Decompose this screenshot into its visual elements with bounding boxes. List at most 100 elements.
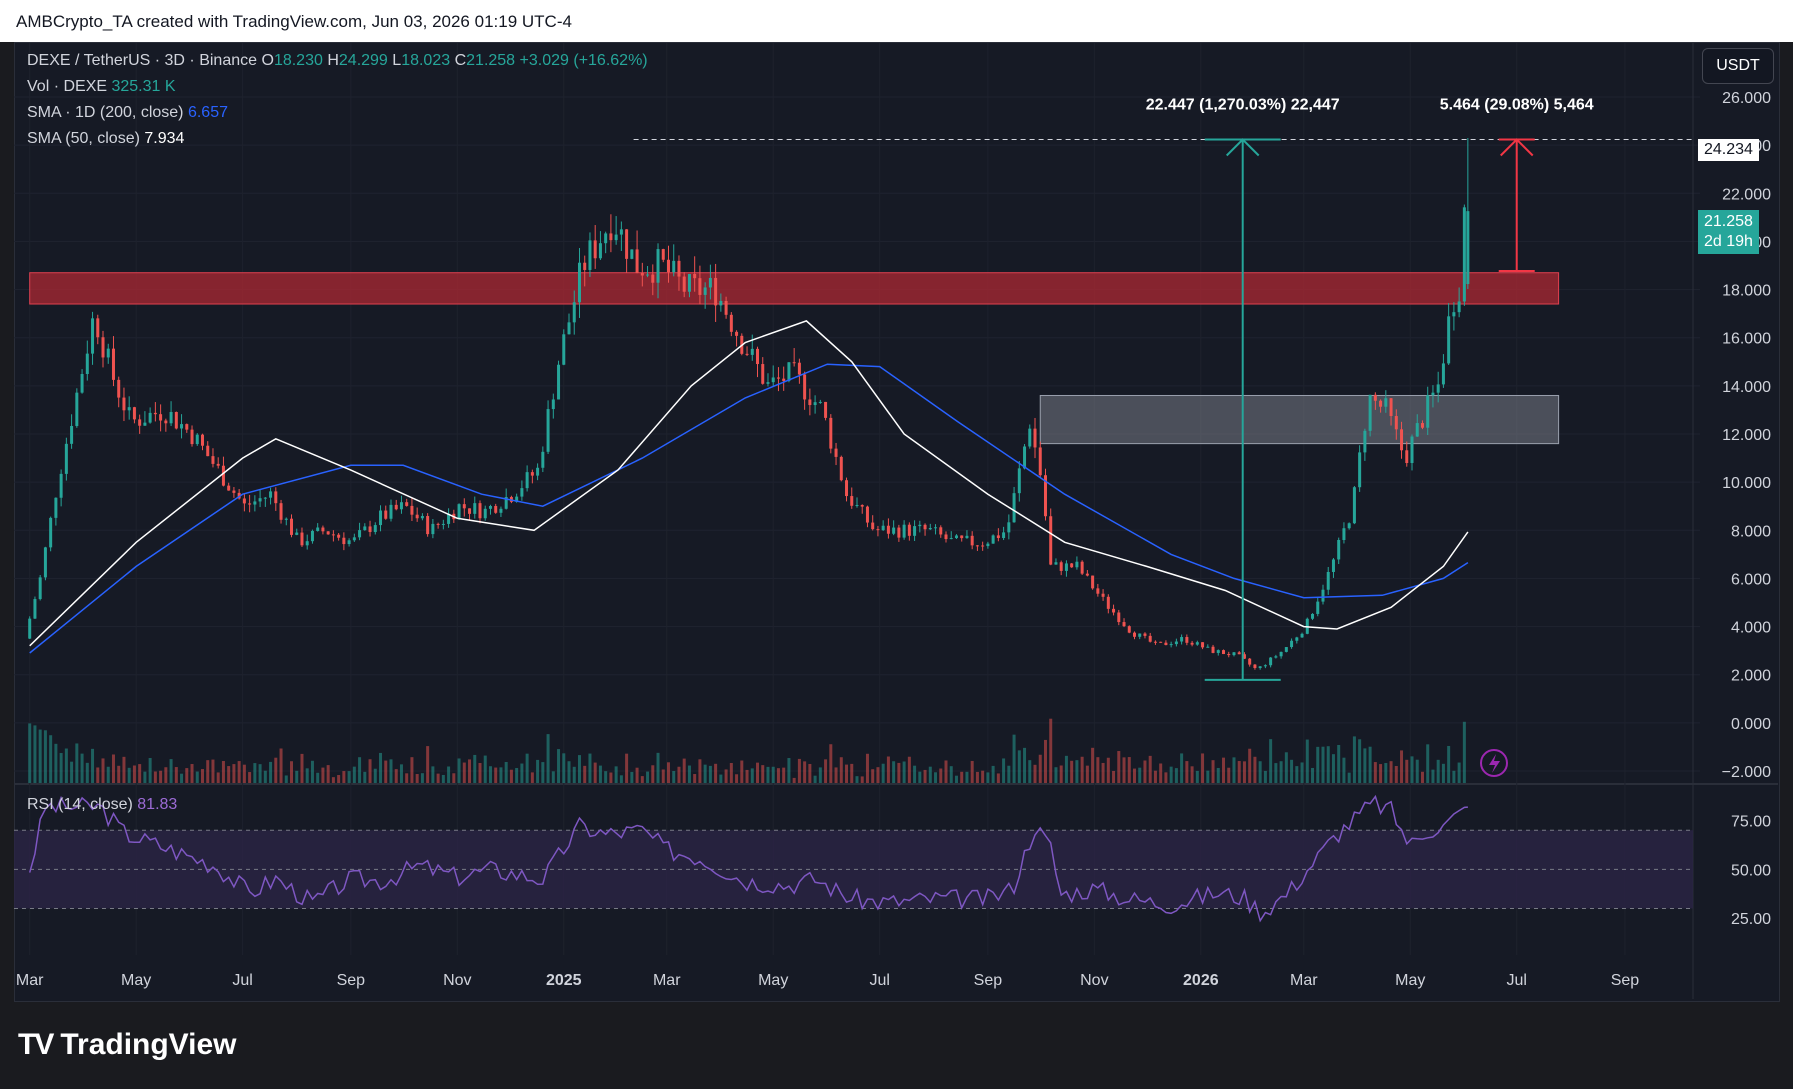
volume-bar: [834, 767, 838, 783]
candle-body: [860, 505, 864, 507]
x-tick-label: Mar: [653, 972, 681, 989]
volume-bar: [515, 768, 519, 783]
volume-bar: [274, 757, 278, 783]
volume-bar: [1279, 761, 1283, 783]
volume-bar: [75, 743, 79, 783]
candle-body: [1169, 644, 1173, 646]
candle-body: [1394, 416, 1398, 430]
candle-body: [258, 498, 262, 502]
volume-bar: [1290, 759, 1294, 783]
volume-bar: [169, 759, 173, 783]
volume-bar: [934, 772, 938, 783]
candle-body: [169, 412, 173, 424]
volume-bar: [1096, 757, 1100, 783]
candle-body: [284, 518, 288, 520]
x-tick-label: Sep: [337, 972, 366, 989]
candle-body: [776, 377, 780, 379]
candle-body: [331, 534, 335, 536]
volume-bar: [735, 774, 739, 783]
legend-high: 24.299: [338, 52, 388, 69]
currency-unit-button[interactable]: USDT: [1702, 48, 1774, 84]
volume-bar: [541, 762, 545, 783]
chart-header: AMBCrypto_TA created with TradingView.co…: [0, 0, 1793, 42]
legend-volume-row[interactable]: Vol · DEXE 325.31 K: [27, 78, 176, 96]
candle-body: [211, 456, 215, 464]
volume-bar: [724, 769, 728, 783]
candle-body: [394, 504, 398, 510]
volume-bar: [708, 765, 712, 783]
candle-body: [661, 249, 665, 260]
volume-bar: [347, 771, 351, 783]
tradingview-logo-icon: TV: [18, 1028, 54, 1061]
candle-body: [352, 537, 356, 541]
legend-sma200-row[interactable]: SMA · 1D (200, close) 6.657: [27, 104, 228, 122]
price-chart[interactable]: Mar May Jul Sep Nov 2025 Mar May Jul Sep Nov 2026 Ma…: [0, 0, 1793, 1000]
x-tick-label: May: [758, 972, 788, 989]
footer-brand[interactable]: TV TradingView: [18, 1028, 237, 1062]
x-tick-label: Jul: [869, 972, 889, 989]
candle-body: [750, 348, 754, 355]
volume-bar: [824, 759, 828, 783]
volume-bar: [111, 754, 115, 783]
candle-body: [1227, 654, 1231, 656]
candle-body: [1174, 641, 1178, 645]
volume-bar: [253, 763, 257, 783]
volume-bar: [871, 769, 875, 783]
volume-bar: [1138, 767, 1142, 783]
volume-bar: [405, 773, 409, 783]
volume-bar: [1305, 739, 1309, 783]
candle-body: [651, 274, 655, 283]
volume-bar: [1143, 760, 1147, 783]
candle-body: [347, 540, 351, 545]
volume-bar: [530, 772, 534, 783]
candle-body: [1033, 428, 1037, 448]
candle-body: [326, 531, 330, 535]
volume-bar: [43, 730, 47, 783]
candle-body: [829, 417, 833, 449]
candle-body: [708, 277, 712, 288]
legend-open-label: O: [261, 52, 274, 69]
candle-body: [1400, 429, 1404, 451]
candle-body: [70, 425, 74, 444]
candle-body: [562, 334, 566, 365]
volume-bar: [1331, 754, 1335, 783]
legend-sma50-row[interactable]: SMA (50, close) 7.934: [27, 130, 184, 148]
candle-body: [1347, 523, 1351, 529]
y-tick-label: 4.000: [1731, 620, 1771, 637]
legend-low-label: L: [392, 52, 402, 69]
candle-body: [488, 506, 492, 509]
candle-body: [75, 392, 79, 426]
legend-symbol[interactable]: DEXE / TetherUS · 3D · Binance: [27, 52, 258, 69]
candle-body: [797, 362, 801, 375]
legend-rsi-row[interactable]: RSI (14, close) 81.83: [27, 796, 177, 814]
y-tick-label: 12.000: [1722, 427, 1771, 444]
volume-bar: [33, 725, 37, 783]
volume-bar: [803, 761, 807, 783]
candle-body: [855, 505, 859, 507]
candle-body: [1070, 563, 1074, 568]
volume-bar: [682, 758, 686, 783]
volume-bar: [729, 762, 733, 783]
candle-body: [604, 233, 608, 244]
volume-bar: [91, 748, 95, 783]
candle-body: [1426, 395, 1430, 428]
candle-body: [1379, 400, 1383, 407]
volume-bar: [630, 771, 634, 783]
volume-bar: [609, 772, 613, 783]
volume-bar: [321, 767, 325, 783]
candle-body: [1300, 633, 1304, 638]
rsi-tick-label: 50.00: [1731, 862, 1771, 879]
volume-bar: [1373, 762, 1377, 783]
candle-body: [122, 397, 126, 411]
candle-body: [1269, 657, 1273, 666]
candle-body: [761, 364, 765, 384]
volume-bar: [153, 771, 157, 783]
volume-bar: [860, 776, 864, 783]
candle-body: [405, 502, 409, 506]
high-line-price-tag: 24.234: [1698, 139, 1759, 161]
legend-close-label: C: [454, 52, 467, 69]
candle-body: [515, 496, 519, 502]
volume-bar: [604, 771, 608, 783]
candle-body: [1185, 637, 1189, 643]
volume-bar: [981, 770, 985, 783]
